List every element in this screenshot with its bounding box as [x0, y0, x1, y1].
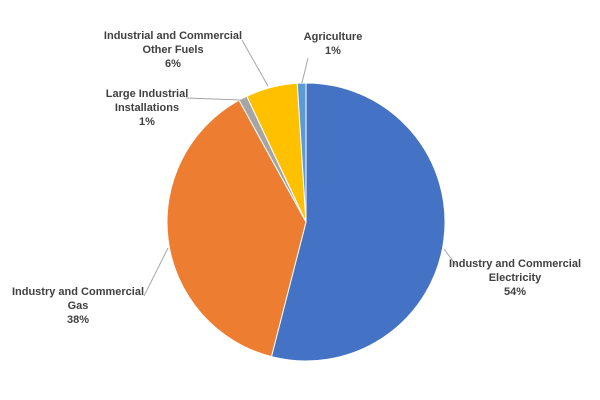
- leader-line-other-fuels: [241, 39, 269, 87]
- leader-line-large-installations: [185, 97, 242, 101]
- data-labels-layer: Industry and Commercial Electricity 54% Ind…: [12, 30, 581, 326]
- leader-line-agriculture: [301, 57, 309, 84]
- pie-slice-electricity: [270, 82, 446, 362]
- pie-slice-agriculture: [296, 82, 307, 223]
- data-label-large-installations: Large Industrial Installations 1%: [106, 88, 189, 128]
- leader-lines-layer: [143, 39, 457, 297]
- leader-line-electricity: [443, 248, 457, 266]
- data-label-other-fuels: Industrial and Commercial Other Fuels 6%: [104, 30, 242, 70]
- pie-slice-gas: [166, 99, 307, 358]
- slices-layer: [166, 82, 446, 362]
- data-label-electricity: Industry and Commercial Electricity 54%: [449, 258, 581, 298]
- leader-line-gas: [143, 247, 169, 297]
- data-label-gas: Industry and Commercial Gas 38%: [12, 286, 144, 326]
- data-label-agriculture: Agriculture 1%: [304, 31, 363, 57]
